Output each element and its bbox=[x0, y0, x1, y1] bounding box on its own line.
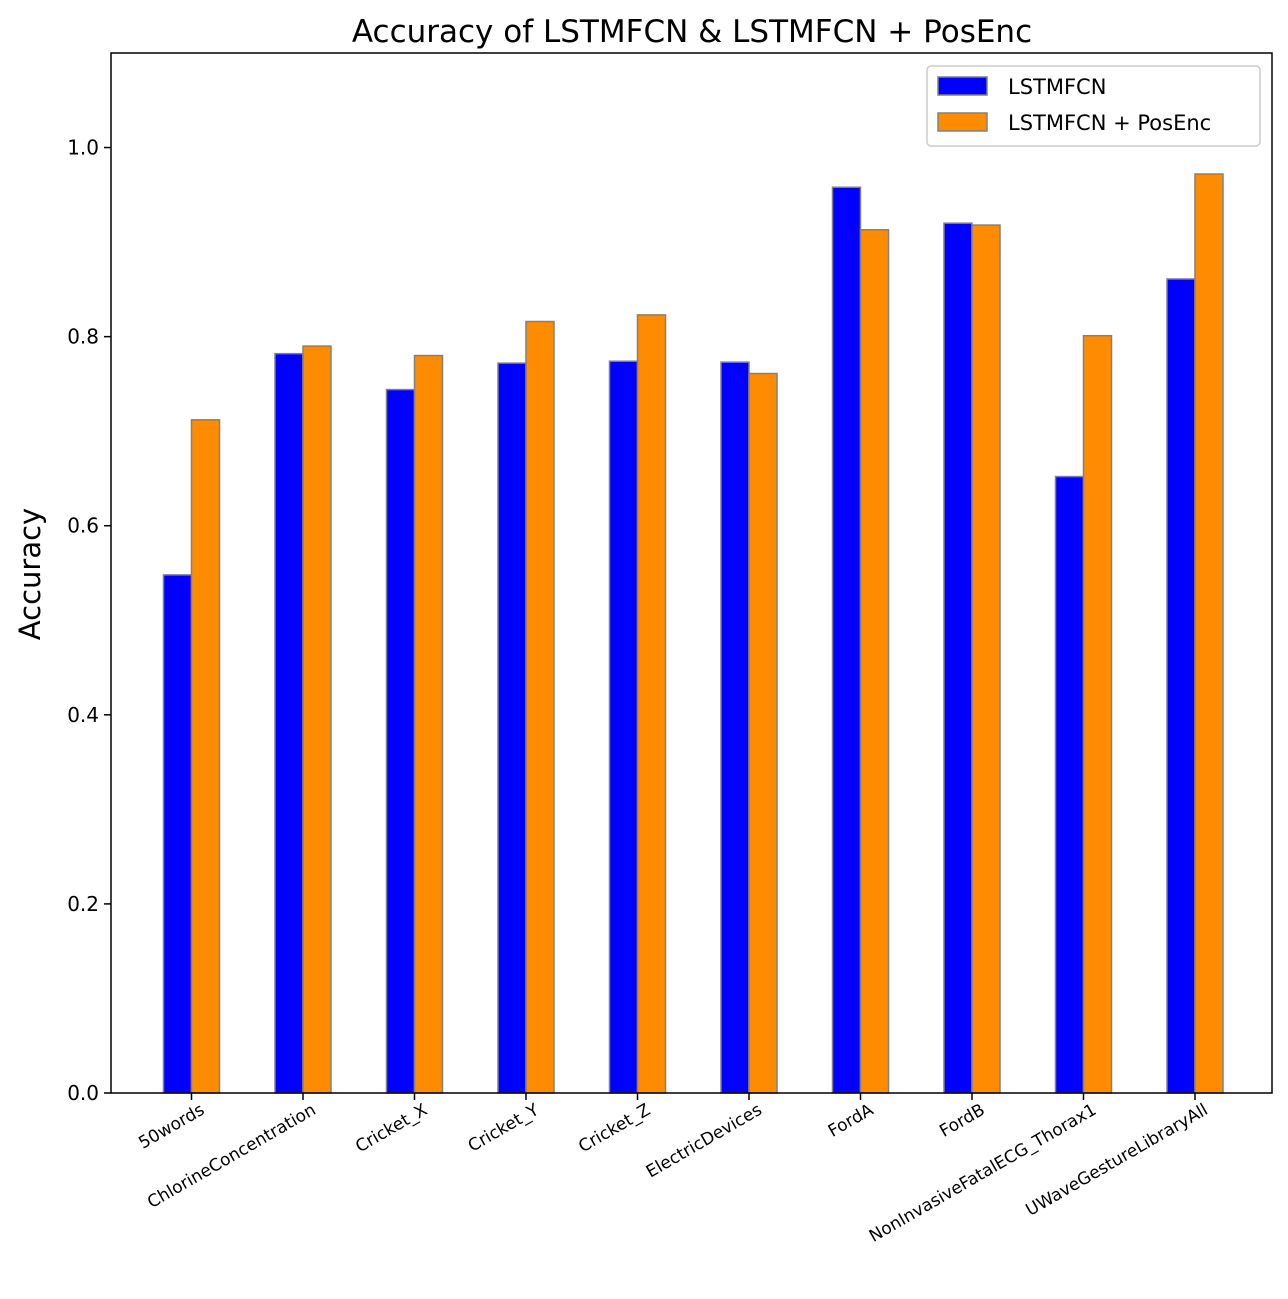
y-tick-label: 0.0 bbox=[67, 1081, 99, 1105]
bar-lstmfcn-posenc-1 bbox=[302, 345, 332, 1094]
bar-lstmfcn-6 bbox=[831, 186, 862, 1094]
x-tick-label: NonInvasiveFatalECG_Thorax1 bbox=[866, 1100, 1100, 1247]
legend-swatch-lstmfcn-posenc bbox=[937, 112, 988, 132]
x-tick-label: FordA bbox=[825, 1100, 877, 1142]
bars-group bbox=[162, 173, 1224, 1094]
y-tick-label: 0.6 bbox=[67, 514, 99, 538]
bar-lstmfcn-3 bbox=[497, 362, 527, 1094]
y-tick-label: 0.2 bbox=[67, 892, 99, 916]
bar-lstmfcn-posenc-8 bbox=[1082, 334, 1113, 1094]
chart-title: Accuracy of LSTMFCN & LSTMFCN + PosEnc bbox=[352, 14, 1032, 50]
bar-lstmfcn-posenc-0 bbox=[190, 419, 221, 1094]
x-tick-label: 50words bbox=[135, 1100, 208, 1154]
bar-lstmfcn-4 bbox=[608, 360, 639, 1094]
y-axis-label: Accuracy bbox=[13, 508, 47, 640]
x-tick-label: Cricket_Z bbox=[575, 1100, 654, 1157]
y-tick-label: 0.8 bbox=[67, 325, 99, 349]
x-tick-label: Cricket_X bbox=[352, 1100, 431, 1157]
bar-lstmfcn-1 bbox=[274, 352, 304, 1094]
y-ticks-group: 0.0 0.2 0.4 0.6 0.8 1.0 bbox=[67, 136, 111, 1105]
bar-lstmfcn-posenc-3 bbox=[525, 320, 555, 1094]
bar-lstmfcn-posenc-7 bbox=[971, 224, 1001, 1094]
x-tick-label: Cricket_Y bbox=[465, 1100, 543, 1157]
x-tick-label: UWaveGestureLibraryAll bbox=[1023, 1100, 1212, 1221]
legend-label-lstmfcn: LSTMFCN bbox=[1008, 75, 1106, 99]
x-tick-label: ElectricDevices bbox=[643, 1100, 766, 1182]
legend: LSTMFCN LSTMFCN + PosEnc bbox=[926, 65, 1261, 147]
legend-label-lstmfcn-posenc: LSTMFCN + PosEnc bbox=[1008, 111, 1211, 135]
bar-lstmfcn-0 bbox=[162, 574, 193, 1094]
bar-lstmfcn-posenc-9 bbox=[1194, 173, 1224, 1094]
bar-lstmfcn-5 bbox=[720, 361, 750, 1094]
legend-swatch-lstmfcn bbox=[937, 76, 988, 96]
legend-frame bbox=[926, 65, 1261, 147]
plot-frame bbox=[110, 52, 1273, 1094]
bar-lstmfcn-posenc-6 bbox=[859, 229, 890, 1094]
bar-lstmfcn-8 bbox=[1054, 475, 1085, 1094]
bar-lstmfcn-9 bbox=[1166, 278, 1196, 1094]
bar-lstmfcn-2 bbox=[385, 388, 416, 1094]
y-tick-label: 1.0 bbox=[67, 136, 99, 160]
bar-lstmfcn-posenc-2 bbox=[413, 354, 444, 1094]
bar-lstmfcn-posenc-4 bbox=[636, 314, 667, 1094]
bar-lstmfcn-7 bbox=[943, 222, 973, 1094]
x-tick-label: FordB bbox=[936, 1100, 988, 1142]
bar-lstmfcn-posenc-5 bbox=[748, 372, 778, 1094]
y-tick-label: 0.4 bbox=[67, 703, 99, 727]
